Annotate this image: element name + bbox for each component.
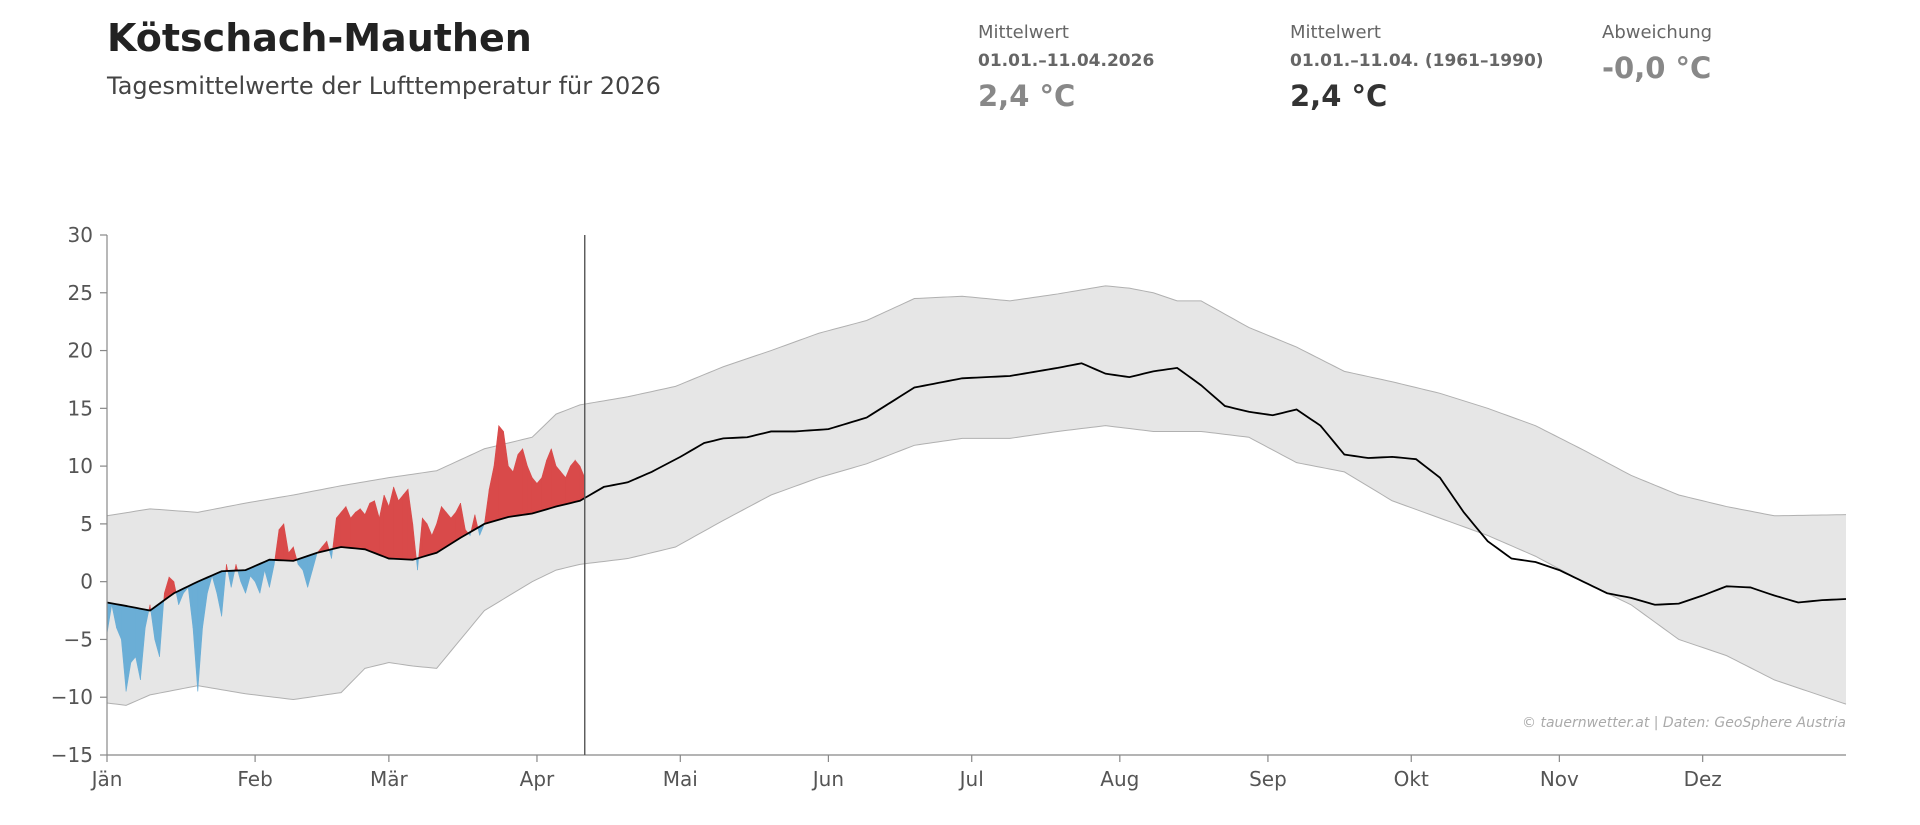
warm-anomaly-area: [355, 508, 361, 550]
warm-anomaly-area: [555, 465, 562, 507]
warm-anomaly-area: [359, 508, 366, 550]
credit-text: © tauernwetter.at | Daten: GeoSphere Aus…: [1522, 715, 1846, 731]
y-tick-label: 10: [68, 454, 93, 478]
stat-label: Mittelwert: [978, 22, 1069, 43]
page-title: Kötschach-Mauthen: [107, 16, 532, 60]
page-subtitle: Tagesmittelwerte der Lufttemperatur für …: [107, 72, 661, 100]
x-tick-label: Mär: [370, 767, 409, 791]
warm-anomaly-area: [560, 471, 566, 506]
y-tick-label: 0: [80, 570, 93, 594]
mean-layer: [106, 362, 1847, 612]
warm-anomaly-area: [574, 459, 581, 503]
stat-range: 01.01.–11.04. (1961–1990): [1290, 51, 1544, 71]
x-tick-label: Okt: [1394, 767, 1429, 791]
warm-anomaly-area: [278, 523, 285, 561]
stat-value: -0,0 °C: [1602, 51, 1712, 85]
climate-mean-line: [106, 362, 1847, 612]
warm-anomaly-area: [508, 465, 514, 518]
stat-label: Abweichung: [1602, 22, 1713, 43]
warm-anomaly-area: [493, 425, 500, 522]
warm-anomaly-area: [445, 511, 452, 548]
anomaly-layer: [106, 424, 586, 692]
warm-anomaly-area: [517, 447, 523, 516]
y-tick-label: 15: [68, 396, 93, 420]
warm-anomaly-area: [450, 511, 457, 545]
x-tick-label: Nov: [1540, 767, 1579, 791]
x-tick-label: Jän: [90, 767, 123, 791]
x-tick-label: Feb: [237, 767, 272, 791]
x-tick-label: Aug: [1100, 767, 1139, 791]
warm-anomaly-area: [531, 476, 538, 514]
warm-anomaly-area: [546, 448, 552, 510]
stat-deviation: Abweichung -0,0 °C: [1602, 22, 1712, 85]
x-tick-label: Apr: [520, 767, 555, 791]
y-tick-label: −10: [51, 685, 93, 709]
warm-anomaly-area: [383, 494, 390, 559]
warm-anomaly-area: [369, 500, 375, 554]
x-tick-label: Jul: [958, 767, 984, 791]
band-lower-edge: [106, 425, 1847, 706]
warm-anomaly-area: [498, 424, 504, 521]
y-tick-label: −5: [64, 627, 93, 651]
x-tick-label: Mai: [663, 767, 698, 791]
x-tick-label: Dez: [1684, 767, 1722, 791]
warm-anomaly-area: [402, 488, 409, 560]
y-tick-label: −15: [51, 743, 93, 767]
warm-anomaly-area: [536, 476, 543, 513]
x-tick-label: Jun: [811, 767, 844, 791]
warm-anomaly-area: [350, 511, 356, 549]
band-upper-edge: [106, 285, 1847, 517]
warm-anomaly-area: [336, 511, 342, 549]
warm-anomaly-area: [398, 494, 404, 560]
stat-label: Mittelwert: [1290, 22, 1381, 43]
stat-value: 2,4 °C: [1290, 79, 1388, 113]
stat-range: 01.01.–11.04.2026: [978, 51, 1155, 71]
stat-mean-climate: Mittelwert 01.01.–11.04. (1961–1990) 2,4…: [1290, 22, 1544, 113]
band-layer: [106, 285, 1847, 706]
y-tick-label: 30: [68, 223, 93, 247]
y-tick-label: 20: [68, 339, 93, 363]
warm-anomaly-area: [441, 505, 447, 551]
warm-anomaly-area: [340, 505, 347, 548]
climate-band: [107, 285, 1846, 706]
y-tick-label: 25: [68, 281, 93, 305]
warm-anomaly-area: [422, 517, 428, 558]
stat-value: 2,4 °C: [978, 79, 1076, 113]
y-tick-label: 5: [80, 512, 93, 536]
stat-mean-2026: Mittelwert 01.01.–11.04.2026 2,4 °C: [978, 22, 1154, 113]
cold-anomaly-area: [130, 606, 136, 664]
warm-anomaly-area: [570, 459, 576, 504]
x-tick-label: Sep: [1249, 767, 1287, 791]
